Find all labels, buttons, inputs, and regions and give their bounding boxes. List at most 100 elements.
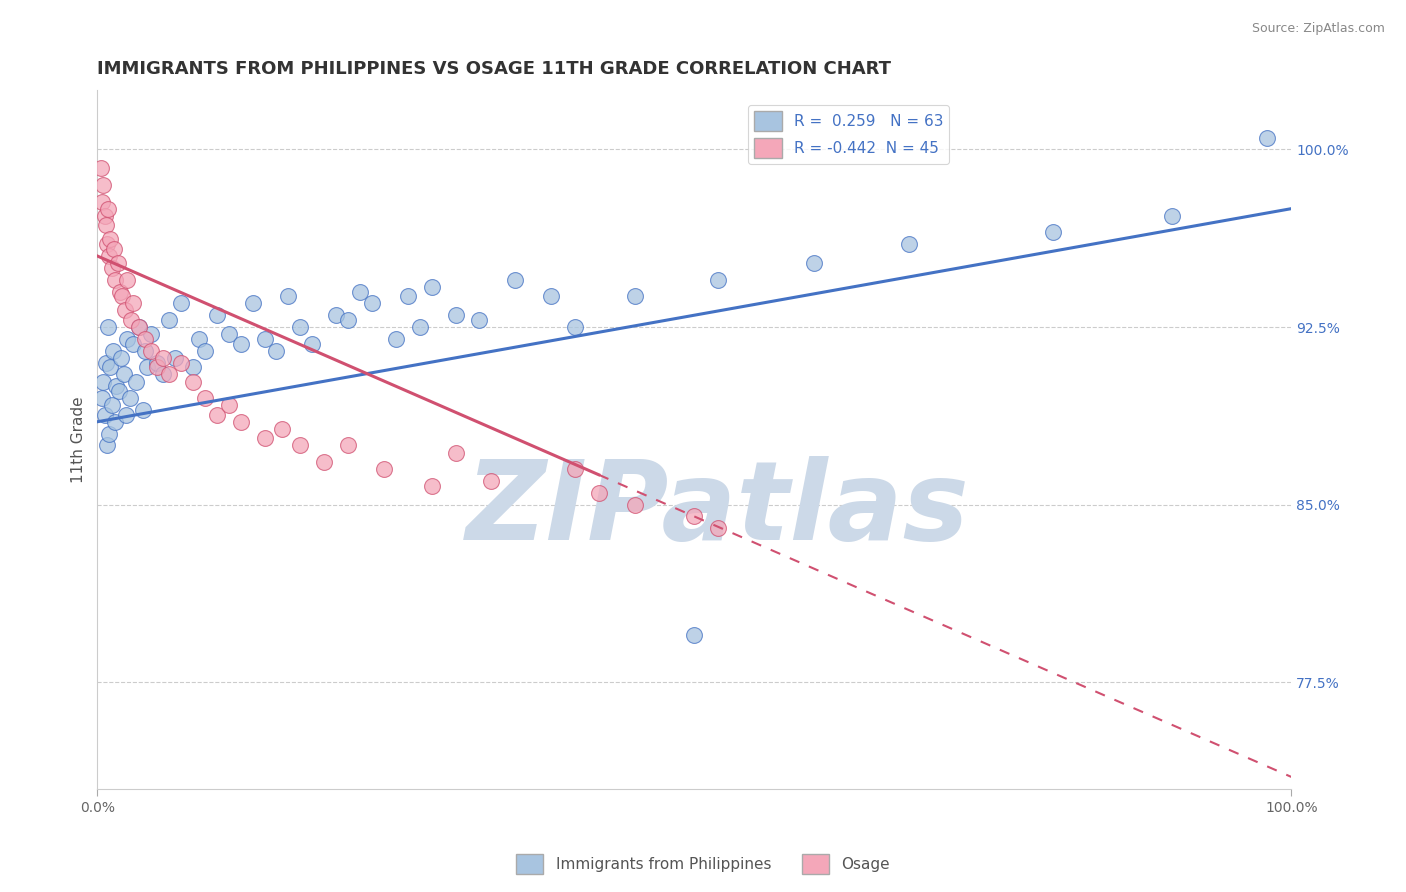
Point [337, 438, 360, 452]
Point [420, 280, 443, 294]
Point [623, 498, 645, 512]
Point [170, 355, 193, 369]
Point [301, 336, 323, 351]
Point [90, 161, 112, 176]
Point [420, 478, 443, 492]
Point [91, 194, 114, 209]
Point [118, 391, 141, 405]
Point [128, 320, 150, 334]
Point [112, 368, 135, 382]
Point [107, 256, 129, 270]
Text: Source: ZipAtlas.com: Source: ZipAtlas.com [1251, 22, 1385, 36]
Point [1161, 209, 1184, 223]
Point [229, 415, 252, 429]
Point [218, 398, 240, 412]
Point [373, 462, 395, 476]
Text: IMMIGRANTS FROM PHILIPPINES VS OSAGE 11TH GRADE CORRELATION CHART: IMMIGRANTS FROM PHILIPPINES VS OSAGE 11T… [97, 60, 891, 78]
Point [114, 303, 136, 318]
Point [91, 178, 114, 192]
Point [1256, 130, 1278, 145]
Point [157, 368, 180, 382]
Point [707, 273, 730, 287]
Point [325, 308, 347, 322]
Point [120, 313, 142, 327]
Point [110, 351, 132, 365]
Point [157, 313, 180, 327]
Point [115, 408, 138, 422]
Point [100, 398, 122, 412]
Point [108, 285, 131, 299]
Point [479, 474, 502, 488]
Point [111, 289, 134, 303]
Point [100, 232, 122, 246]
Point [564, 462, 586, 476]
Point [139, 327, 162, 342]
Point [290, 320, 312, 334]
Point [803, 256, 825, 270]
Point [163, 351, 186, 365]
Point [105, 379, 128, 393]
Point [93, 408, 115, 422]
Point [128, 320, 150, 334]
Point [100, 260, 122, 275]
Point [205, 308, 228, 322]
Point [253, 431, 276, 445]
Point [266, 343, 288, 358]
Point [108, 384, 131, 398]
Point [409, 320, 432, 334]
Point [101, 343, 124, 358]
Point [98, 426, 121, 441]
Point [93, 209, 115, 223]
Point [104, 415, 127, 429]
Point [104, 273, 127, 287]
Point [290, 438, 312, 452]
Point [100, 360, 122, 375]
Point [146, 355, 169, 369]
Point [181, 360, 204, 375]
Point [683, 628, 706, 642]
Point [170, 296, 193, 310]
Point [205, 408, 228, 422]
Point [96, 237, 118, 252]
Point [91, 391, 114, 405]
Point [139, 343, 162, 358]
Point [94, 218, 117, 232]
Point [361, 296, 384, 310]
Point [194, 391, 217, 405]
Point [187, 332, 209, 346]
Point [91, 375, 114, 389]
Point [337, 313, 360, 327]
Point [707, 521, 730, 535]
Point [503, 273, 526, 287]
Point [115, 332, 138, 346]
Point [134, 343, 156, 358]
Point [242, 296, 264, 310]
Point [271, 422, 294, 436]
Point [97, 202, 120, 216]
Point [898, 237, 921, 252]
Point [181, 375, 204, 389]
Point [97, 320, 120, 334]
Point [152, 368, 174, 382]
Point [349, 285, 371, 299]
Point [103, 242, 125, 256]
Point [132, 403, 155, 417]
Point [96, 438, 118, 452]
Point [134, 332, 156, 346]
Point [122, 296, 145, 310]
Point [444, 445, 467, 459]
Point [218, 327, 240, 342]
Point [124, 375, 146, 389]
Point [385, 332, 408, 346]
Text: ZIPatlas: ZIPatlas [467, 456, 970, 563]
Point [253, 332, 276, 346]
Legend: Immigrants from Philippines, Osage: Immigrants from Philippines, Osage [510, 848, 896, 880]
Point [1042, 225, 1064, 239]
Point [396, 289, 419, 303]
Point [468, 313, 491, 327]
Point [229, 336, 252, 351]
Point [115, 273, 138, 287]
Point [152, 351, 174, 365]
Point [314, 455, 336, 469]
Point [98, 249, 121, 263]
